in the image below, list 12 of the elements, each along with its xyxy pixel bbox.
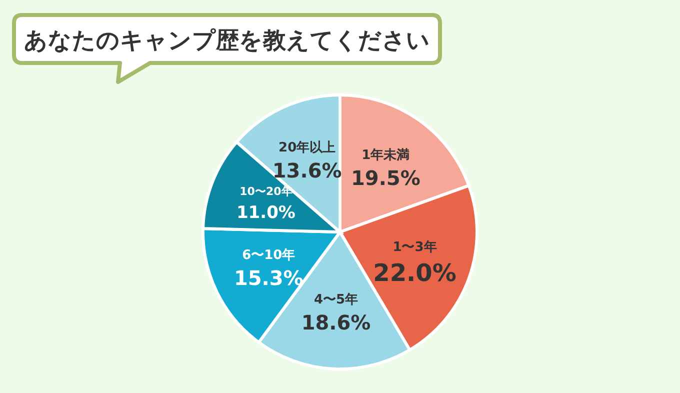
data-label: 15.3% [234, 266, 304, 290]
data-label: 18.6% [301, 310, 371, 334]
slice-label: 1年未満 [362, 148, 410, 163]
data-label: 11.0% [236, 203, 296, 224]
slice-label: 4〜5年 [314, 292, 358, 308]
slice-label: 1〜3年 [392, 240, 437, 255]
slice-label: 20年以上 [278, 140, 336, 156]
slice-label: 6〜10年 [242, 248, 296, 263]
data-label: 19.5% [350, 166, 420, 190]
data-label: 22.0% [373, 258, 456, 287]
chart-title: あなたのキャンプ歴を教えてください [24, 28, 430, 54]
data-label: 13.6% [272, 158, 342, 183]
